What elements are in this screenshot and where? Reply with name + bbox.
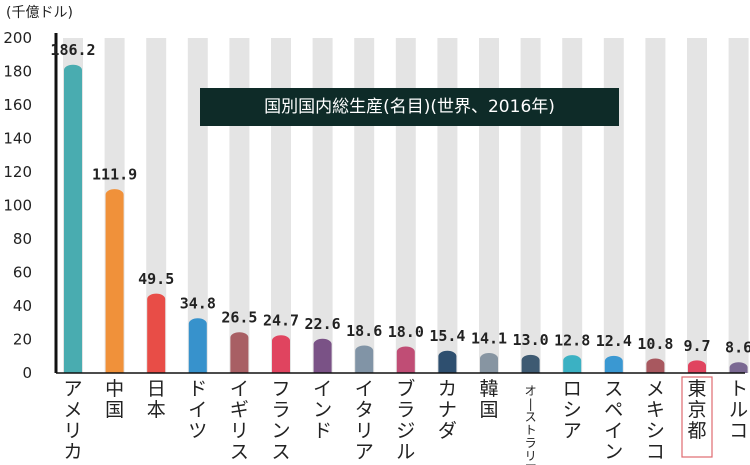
y-tick-labels: 0 20 40 60 80 100 120 140 160 180 200 <box>3 29 32 382</box>
value-label: 18.0 <box>388 323 424 341</box>
category-label: ドイツ <box>188 378 207 442</box>
y-tick-label: 200 <box>3 29 32 47</box>
y-unit-label: (千億ドル) <box>6 5 73 21</box>
y-tick-label: 160 <box>3 96 32 114</box>
value-label: 10.8 <box>637 335 673 353</box>
stripe <box>645 38 666 373</box>
value-label: 26.5 <box>221 309 257 327</box>
value-label: 24.7 <box>263 312 299 330</box>
bar-ドイツ <box>188 318 207 373</box>
value-label: 15.4 <box>429 327 465 345</box>
stripe <box>687 38 707 373</box>
y-tick-label: 60 <box>13 264 32 282</box>
category-label: トルコ <box>729 378 748 442</box>
category-label: スペイン <box>604 378 623 463</box>
category-label: カナダ <box>438 378 457 442</box>
value-label: 14.1 <box>471 329 507 347</box>
y-tick-label: 100 <box>3 197 32 215</box>
bars <box>64 64 748 373</box>
category-label: 韓国 <box>479 378 498 421</box>
bar-中国 <box>105 189 124 373</box>
y-tick-label: 180 <box>3 63 32 81</box>
bar-オーストラリア <box>521 354 540 373</box>
axes <box>54 33 745 374</box>
bar-アメリカ <box>64 64 82 373</box>
bar-日本 <box>147 293 166 373</box>
value-label: 22.6 <box>305 315 341 333</box>
value-label: 34.8 <box>180 295 216 313</box>
category-label: 中国 <box>105 378 124 421</box>
highlight-box <box>681 376 713 458</box>
bar-イタリア <box>355 345 374 373</box>
category-label: アメリカ <box>63 378 82 463</box>
chart-title: 国別国内総生産(名目)(世界、2016年) <box>200 88 619 126</box>
category-label: イギリス <box>230 378 249 463</box>
bar-スペイン <box>604 355 623 373</box>
y-tick-label: 80 <box>13 230 32 248</box>
bar-インド <box>313 338 332 373</box>
value-label: 186.2 <box>50 41 95 59</box>
y-tick-label: 40 <box>13 297 32 315</box>
y-tick-label: 120 <box>3 163 32 181</box>
category-label: ブラジル <box>396 377 415 463</box>
bar-メキシコ <box>646 358 665 373</box>
bar-東京都 <box>688 360 706 373</box>
value-label: 12.8 <box>554 332 590 350</box>
value-label: 13.0 <box>513 331 549 349</box>
y-tick-label: 20 <box>13 331 32 349</box>
stripe <box>146 38 167 373</box>
value-label: 8.6 <box>725 339 750 357</box>
bar-ブラジル <box>396 346 415 373</box>
value-label: 12.4 <box>596 332 632 350</box>
category-label: ロシア <box>563 378 582 442</box>
bar-韓国 <box>480 352 498 373</box>
value-labels: 186.2 111.9 49.5 34.8 26.5 24.7 22.6 18.6 18.0 15… <box>50 41 750 356</box>
value-label: 111.9 <box>92 166 137 184</box>
category-label: イタリア <box>355 378 374 463</box>
value-label: 18.6 <box>346 322 382 340</box>
y-tick-label: 0 <box>22 364 32 382</box>
y-tick-label: 140 <box>3 130 32 148</box>
category-label: オ|ストラリア <box>525 384 537 465</box>
bar-カナダ <box>438 350 457 373</box>
category-label: フランス <box>271 378 290 463</box>
category-label: インド <box>313 378 332 442</box>
category-label: 東京都 <box>687 378 706 442</box>
value-label: 49.5 <box>138 270 174 288</box>
stripe <box>728 38 749 373</box>
bar-フランス <box>272 335 290 373</box>
category-label: メキシコ <box>646 378 665 463</box>
bar-トルコ <box>729 362 748 373</box>
bar-ロシア <box>563 355 582 373</box>
value-label: 9.7 <box>683 337 710 355</box>
category-label: 日本 <box>147 378 166 421</box>
bar-イギリス <box>230 332 249 373</box>
